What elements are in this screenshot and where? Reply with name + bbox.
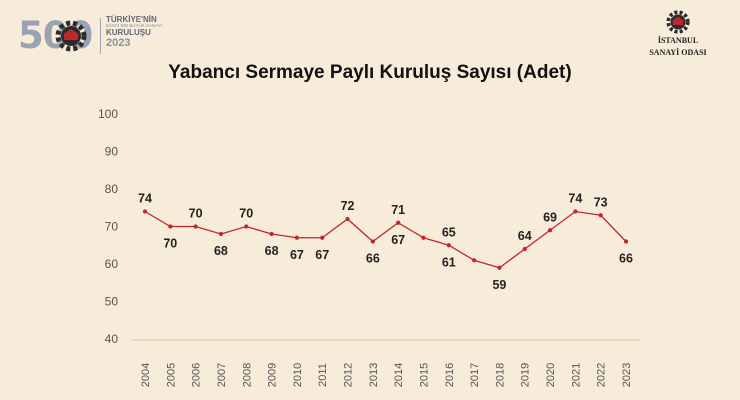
y-tick-label: 60 — [105, 257, 119, 271]
data-label: 59 — [492, 278, 506, 292]
data-point — [446, 243, 451, 248]
data-label: 68 — [214, 244, 228, 258]
data-label: 71 — [391, 203, 405, 217]
iso-gear-icon — [666, 10, 690, 34]
data-label: 64 — [518, 229, 532, 243]
x-tick-label: 2020 — [545, 363, 557, 387]
gear-icon — [55, 20, 87, 52]
y-tick-label: 70 — [105, 220, 119, 234]
y-axis: 40 50 60 70 80 90 100 — [98, 107, 118, 346]
data-label: 61 — [442, 255, 456, 269]
x-tick-label: 2004 — [140, 363, 152, 387]
x-tick-label: 2008 — [241, 363, 253, 387]
x-tick-label: 2010 — [292, 363, 304, 387]
data-label: 66 — [366, 252, 380, 266]
logo-text: TÜRKİYE'NİN İKİNCİ 500 BÜYÜK SANAYİ KURU… — [106, 15, 163, 49]
data-point — [269, 231, 274, 237]
data-point — [421, 235, 426, 240]
data-point — [547, 228, 553, 233]
org-name-line-2: SANAYİ ODASI — [649, 47, 707, 57]
series-line — [144, 210, 627, 269]
data-point — [218, 231, 224, 237]
data-point — [345, 216, 350, 222]
x-tick-label: 2022 — [596, 363, 608, 387]
x-tick-label: 2013 — [368, 363, 380, 387]
x-tick-label: 2023 — [621, 363, 633, 387]
x-tick-label: 2017 — [469, 363, 481, 387]
data-label: 67 — [290, 248, 304, 262]
logo-divider — [100, 18, 101, 54]
data-point — [472, 258, 477, 263]
x-tick-label: 2021 — [570, 363, 582, 387]
data-label: 72 — [341, 199, 355, 213]
chart-title: Yabancı Sermaye Paylı Kuruluş Sayısı (Ad… — [168, 62, 572, 83]
logo-line-3: KURULUŞU — [106, 28, 151, 38]
data-label: 70 — [239, 207, 253, 221]
data-label: 67 — [315, 248, 329, 262]
data-label: 67 — [391, 233, 405, 247]
iso-logo: İSTANBUL SANAYİ ODASI — [628, 10, 728, 66]
data-label: 73 — [594, 195, 608, 209]
x-tick-label: 2016 — [444, 363, 456, 387]
data-point — [168, 224, 173, 229]
data-label: 70 — [163, 237, 177, 251]
x-tick-label: 2011 — [317, 363, 329, 387]
data-point — [623, 239, 629, 244]
y-tick-label: 40 — [105, 332, 119, 346]
x-tick-label: 2012 — [343, 363, 355, 387]
logo-line-1: TÜRKİYE'NİN — [106, 15, 157, 24]
logo-year: 2023 — [106, 36, 131, 49]
y-tick-label: 80 — [105, 182, 119, 196]
plot-area: 74 70 70 68 70 68 67 67 72 66 71 67 65 61 64 59 69 74 73 66 — [138, 192, 633, 292]
data-label: 65 — [442, 225, 456, 239]
data-label: 69 — [543, 210, 557, 224]
500-logo: 500 TÜRKİYE'NİN İKİNCİ 500 BÜYÜK SANAYİ … — [18, 14, 168, 58]
data-point — [142, 209, 148, 214]
data-point — [244, 224, 249, 229]
data-label: 74 — [568, 192, 582, 206]
y-tick-label: 50 — [105, 295, 119, 309]
data-point — [370, 239, 375, 244]
x-tick-label: 2006 — [191, 363, 203, 387]
data-point — [193, 224, 198, 229]
data-point — [320, 235, 325, 240]
y-tick-label: 90 — [105, 145, 119, 159]
data-point — [396, 220, 401, 225]
y-tick-label: 100 — [98, 107, 118, 121]
x-tick-label: 2015 — [418, 363, 430, 387]
x-tick-label: 2018 — [494, 363, 506, 387]
org-name-line-1: İSTANBUL — [657, 36, 699, 45]
data-label: 74 — [138, 192, 152, 206]
data-point — [497, 265, 502, 270]
data-label: 68 — [265, 244, 279, 258]
data-point — [522, 246, 527, 252]
x-axis: 2004 2005 2006 2007 2008 2009 2010 2011 2012 2013… — [131, 339, 640, 387]
x-tick-label: 2007 — [216, 363, 228, 387]
x-tick-label: 2009 — [267, 363, 279, 387]
data-label: 66 — [619, 252, 633, 266]
x-tick-label: 2019 — [520, 363, 532, 387]
data-point — [294, 235, 299, 240]
data-label: 70 — [189, 207, 203, 221]
logo-line-2: İKİNCİ 500 BÜYÜK SANAYİ — [106, 23, 163, 29]
data-point — [598, 213, 603, 218]
x-tick-label: 2005 — [165, 363, 177, 387]
data-point — [573, 209, 578, 214]
x-tick-label: 2014 — [393, 363, 405, 387]
